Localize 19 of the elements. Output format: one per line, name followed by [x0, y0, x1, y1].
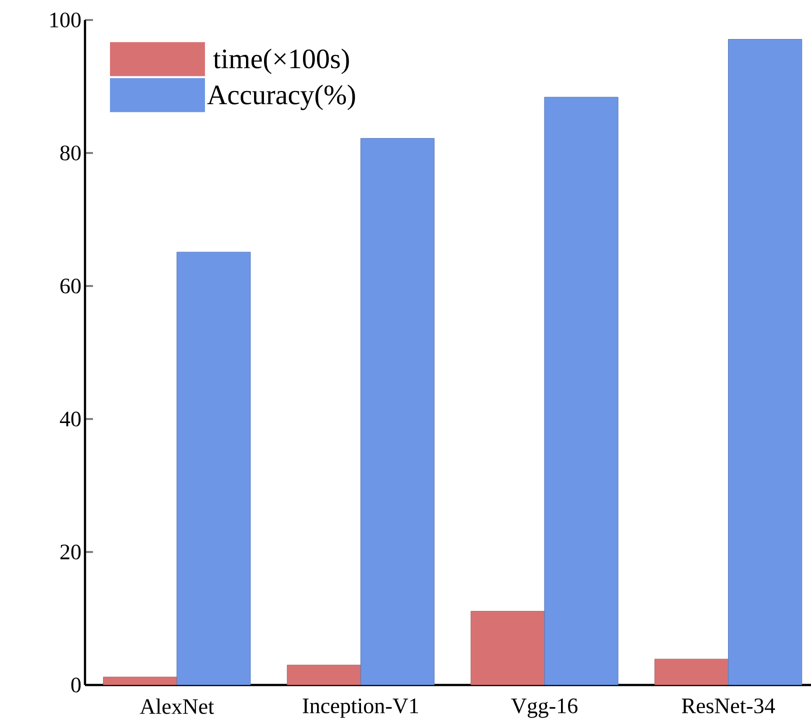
x-tick-label: Vgg-16: [511, 698, 578, 718]
x-tick-label: AlexNet: [140, 698, 214, 714]
x-tick-label: ResNet-34: [682, 698, 775, 714]
bar: [470, 610, 545, 685]
y-tick-label: 0: [71, 678, 81, 692]
y-tick-label: 100: [50, 12, 81, 28]
legend-label: time(×100s): [213, 48, 349, 74]
x-tick-label: Inception-V1: [302, 698, 418, 718]
bar: [544, 96, 618, 685]
bar: [286, 664, 361, 685]
y-tick-label: 60: [60, 278, 81, 294]
y-tick-label: 80: [60, 146, 81, 160]
bar: [728, 39, 802, 685]
y-tick-label: 20: [60, 544, 81, 560]
bar: [360, 138, 435, 685]
legend-label: Accuracy(%): [207, 84, 355, 110]
y-tick-label: 40: [60, 412, 81, 426]
bar: [176, 252, 251, 685]
bar: [654, 658, 729, 685]
